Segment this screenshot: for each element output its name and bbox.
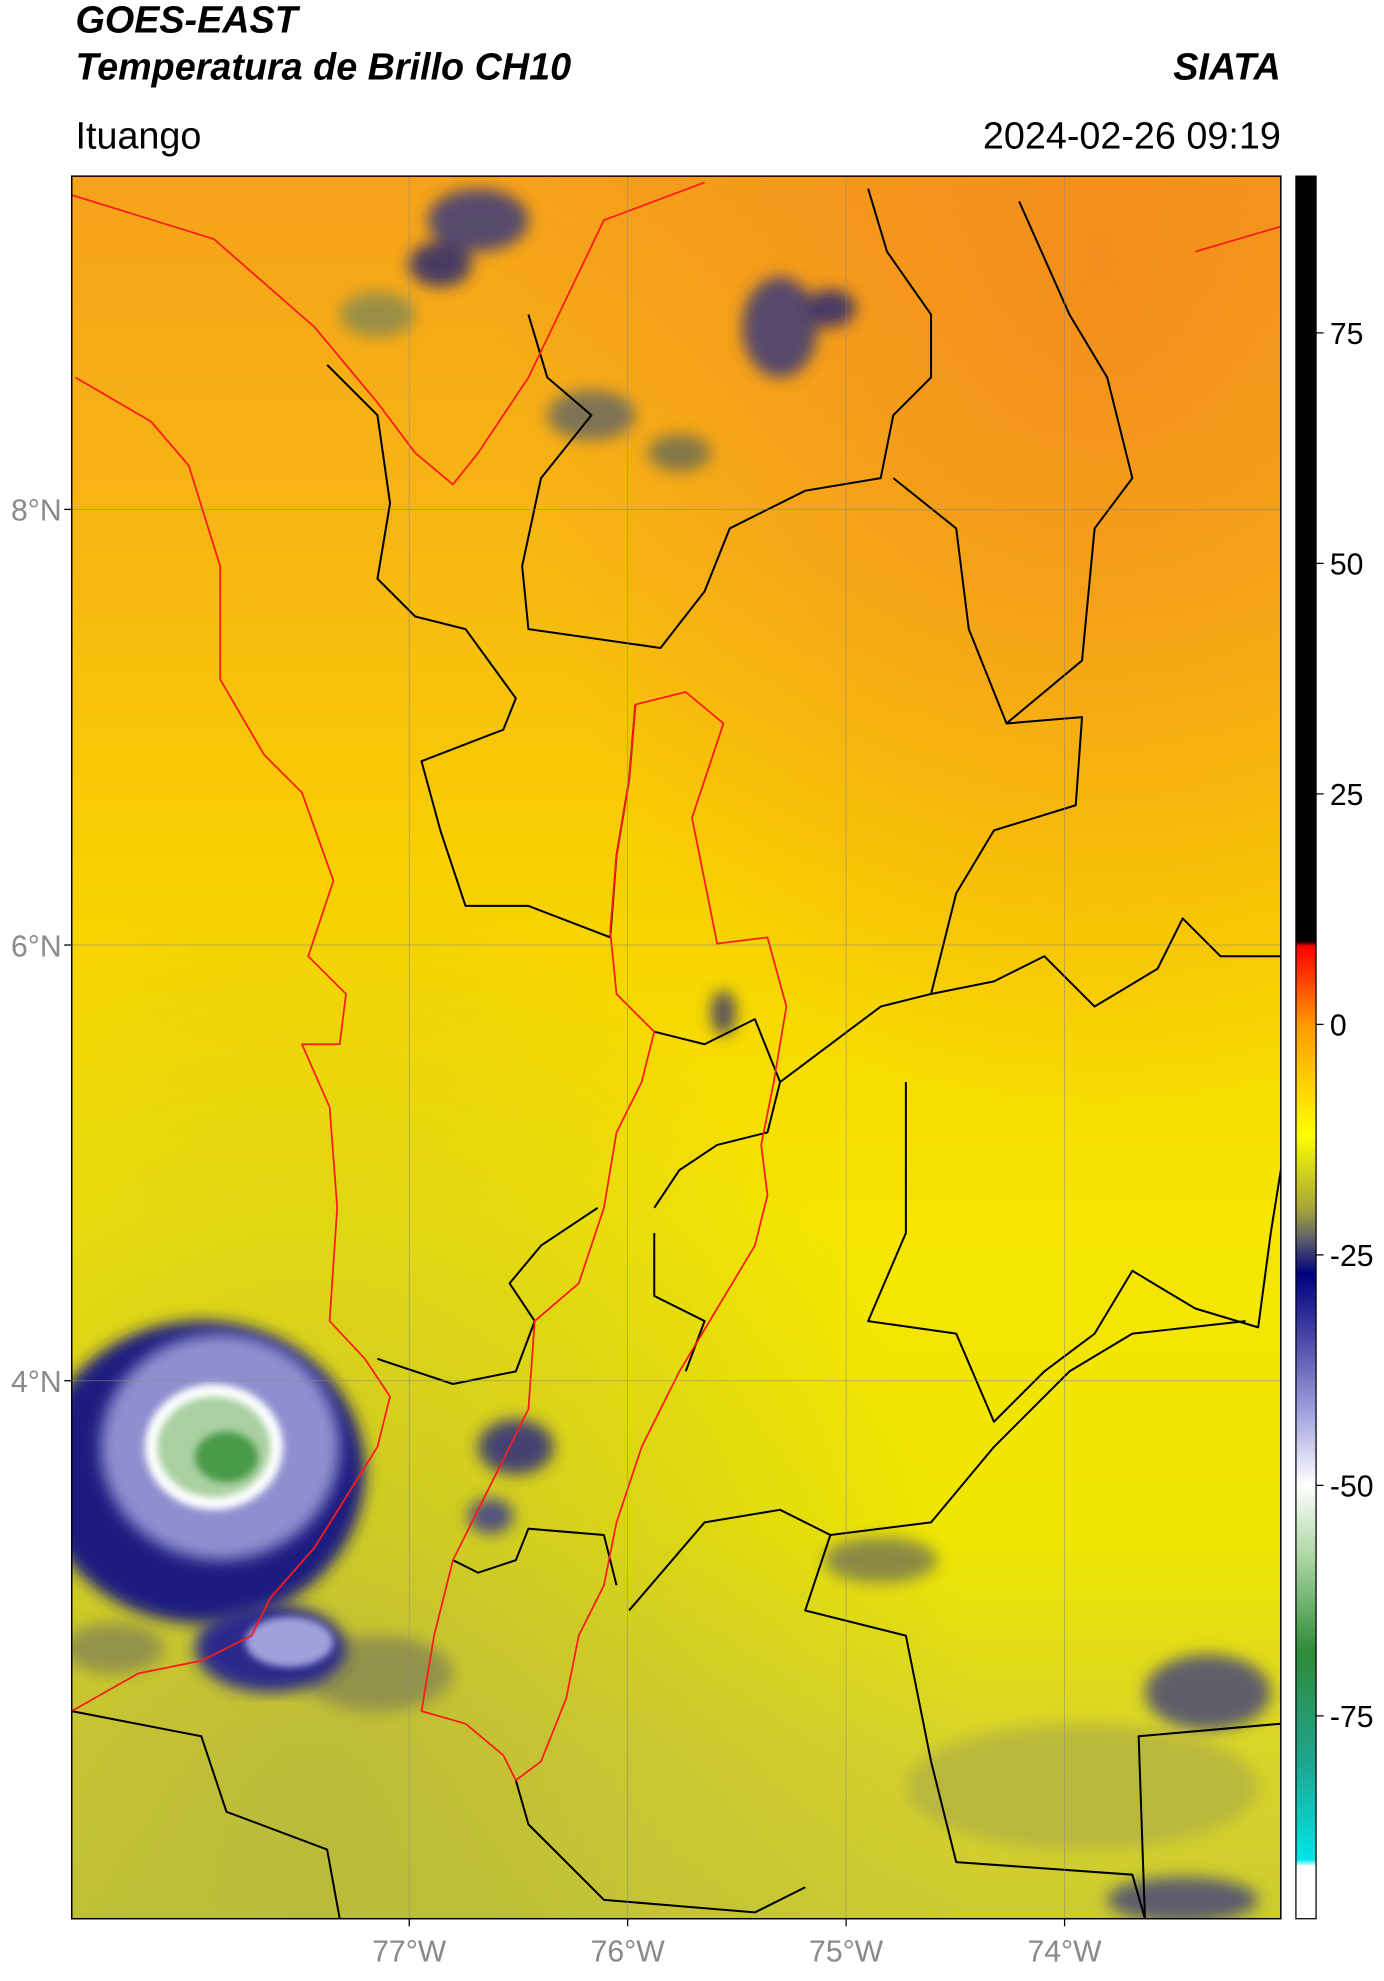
grid <box>71 176 1281 1919</box>
y-tick-label: 4°N <box>11 1366 62 1399</box>
x-tick-label: 77°W <box>372 1935 447 1968</box>
map-frame <box>70 175 1282 1920</box>
colorbar-tick-label: -25 <box>1330 1240 1374 1273</box>
storm <box>71 1321 365 1693</box>
title: GOES-EAST <box>75 0 300 41</box>
location: Ituango <box>75 114 201 156</box>
colorbar-tick-label: -50 <box>1330 1471 1374 1504</box>
region-outline <box>71 181 1281 1782</box>
brand: SIATA <box>1173 45 1281 87</box>
y-tick-label: 6°N <box>11 930 62 963</box>
y-tick-label: 8°N <box>11 495 62 528</box>
subtitle: Temperatura de Brillo CH10 <box>75 45 571 87</box>
x-tick-label: 74°W <box>1027 1935 1102 1968</box>
map-field <box>71 176 1281 1919</box>
colorbar-tick-label: 50 <box>1330 549 1364 582</box>
colorbar <box>1295 175 1317 1920</box>
x-tick-label: 76°W <box>591 1935 666 1968</box>
colorbar-tick-label: -75 <box>1330 1701 1374 1734</box>
colorbar-tick-label: 75 <box>1330 318 1364 351</box>
timestamp: 2024-02-26 09:19 <box>983 114 1281 156</box>
colorbar-tick-label: 0 <box>1330 1010 1347 1043</box>
colorbar-tick-label: 25 <box>1330 779 1364 812</box>
x-tick-label: 75°W <box>809 1935 884 1968</box>
